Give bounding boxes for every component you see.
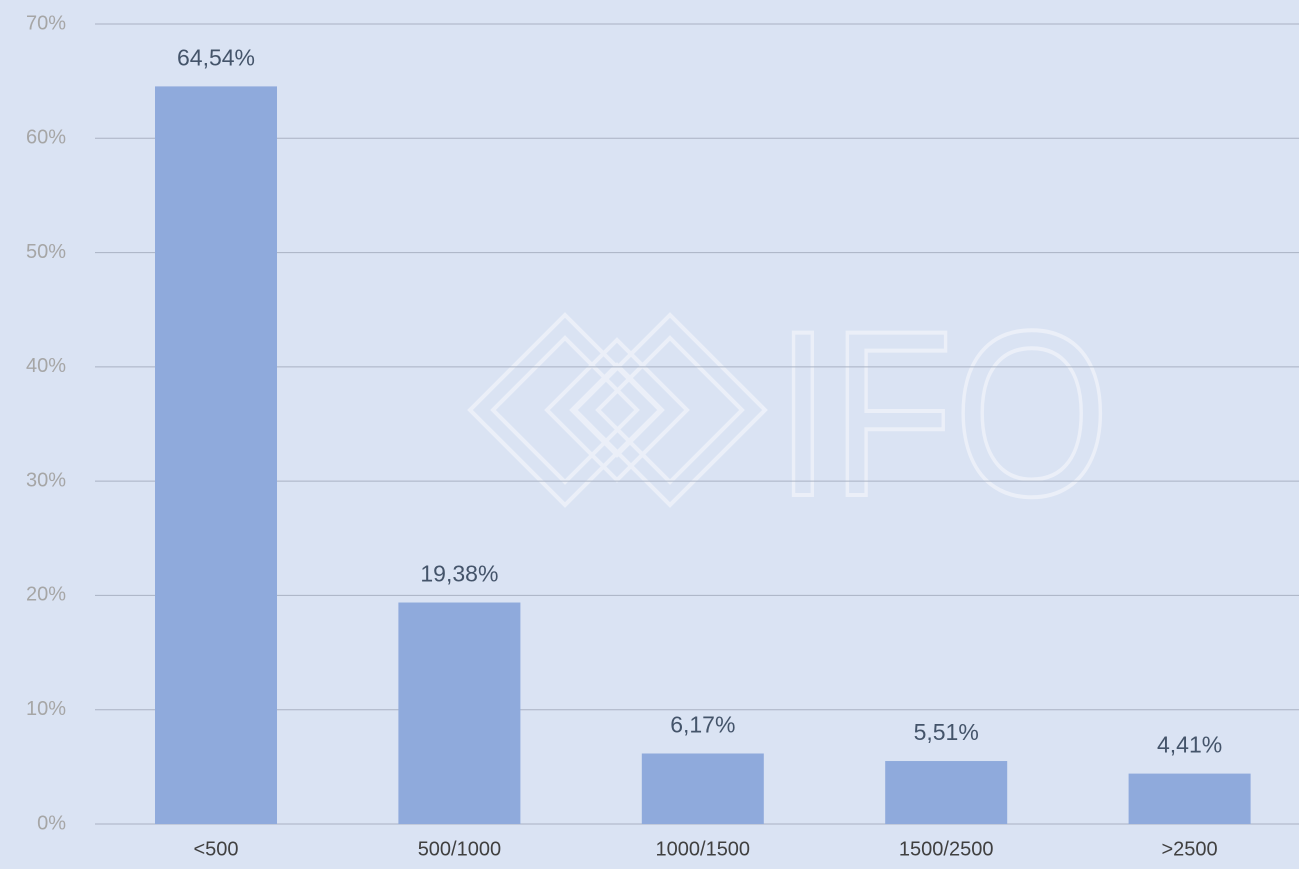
y-tick-label: 40% xyxy=(26,355,66,377)
bar xyxy=(1128,773,1251,824)
x-tick-label: 1500/2500 xyxy=(899,838,994,860)
y-tick-label: 20% xyxy=(26,584,66,606)
y-tick-label: 0% xyxy=(37,812,66,834)
y-tick-label: 10% xyxy=(26,698,66,720)
value-label: 5,51% xyxy=(914,719,979,745)
y-tick-label: 60% xyxy=(26,127,66,149)
bar xyxy=(155,86,277,824)
x-tick-label: >2500 xyxy=(1162,838,1218,860)
value-label: 64,54% xyxy=(177,44,255,70)
y-tick-label: 70% xyxy=(26,12,66,34)
bar xyxy=(641,753,764,824)
bar xyxy=(398,602,521,824)
x-tick-label: 1000/1500 xyxy=(656,838,751,860)
bar xyxy=(885,761,1008,824)
watermark-logo xyxy=(467,312,768,508)
x-tick-label: 500/1000 xyxy=(418,838,501,860)
value-label: 4,41% xyxy=(1157,732,1222,758)
value-label: 19,38% xyxy=(420,561,498,587)
watermark-text: IFO xyxy=(775,282,1110,546)
value-label: 6,17% xyxy=(670,712,735,738)
y-tick-label: 50% xyxy=(26,241,66,263)
x-tick-label: <500 xyxy=(193,838,238,860)
y-tick-label: 30% xyxy=(26,469,66,491)
